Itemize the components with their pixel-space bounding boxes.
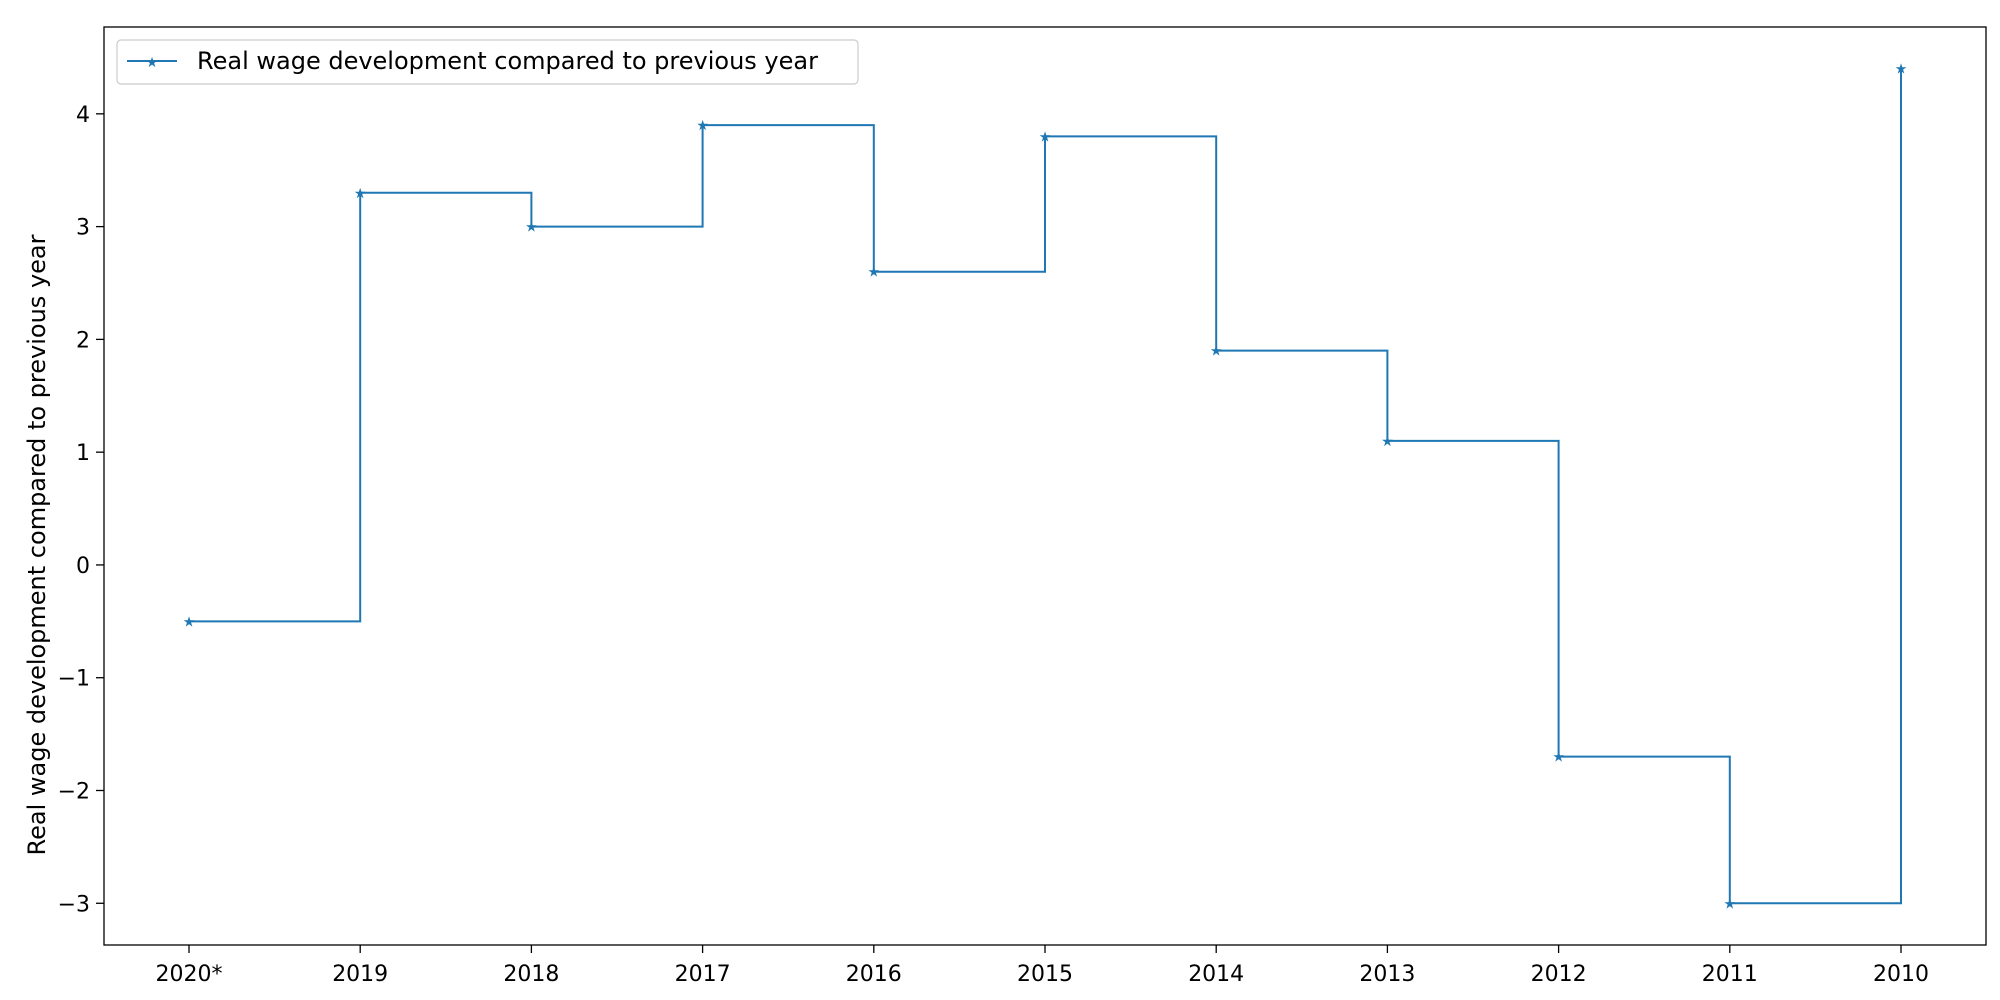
data-point-marker: ★: [1210, 345, 1223, 360]
data-point-marker: ★: [1552, 751, 1565, 766]
x-tick-label: 2011: [1702, 962, 1758, 987]
data-point-marker: ★: [183, 615, 196, 630]
x-tick-label: 2013: [1359, 962, 1415, 987]
x-tick-label: 2010: [1873, 962, 1929, 987]
data-point-marker: ★: [1039, 130, 1052, 145]
data-point-marker: ★: [1381, 435, 1394, 450]
y-tick-label: 2: [76, 328, 90, 353]
legend-label: Real wage development compared to previo…: [197, 47, 818, 75]
series-group: ★ ★ ★ ★ ★ ★ ★ ★ ★ ★ ★: [183, 63, 1908, 913]
legend-marker-sample: ★: [146, 56, 159, 71]
data-point-marker: ★: [868, 266, 881, 281]
y-tick-label: −3: [58, 892, 90, 917]
y-tick-label: 4: [76, 103, 90, 128]
y-tick-label: −2: [58, 779, 90, 804]
x-tick-label: 2012: [1531, 962, 1587, 987]
y-tick-label: 0: [76, 554, 90, 579]
x-axis-ticks: 2020* 2019 2018 2017 2016 2015 2014 2013 2012 201…: [156, 945, 1929, 987]
legend: ★ Real wage development compared to prev…: [116, 39, 859, 85]
x-tick-label: 2016: [846, 962, 902, 987]
y-tick-label: 1: [76, 441, 90, 466]
data-point-marker: ★: [354, 187, 367, 202]
y-axis-ticks: −3 −2 −1 0 1 2 3 4: [58, 103, 104, 917]
x-tick-label: 2020*: [156, 962, 223, 987]
data-point-marker: ★: [696, 119, 709, 134]
series-line: [189, 68, 1902, 905]
x-tick-label: 2015: [1017, 962, 1073, 987]
data-point-marker: ★: [1895, 63, 1908, 78]
x-tick-label: 2017: [675, 962, 731, 987]
x-tick-label: 2014: [1188, 962, 1244, 987]
data-point-marker: ★: [1724, 897, 1737, 912]
x-tick-label: 2018: [503, 962, 559, 987]
data-point-marker: ★: [525, 221, 538, 236]
legend-box: [116, 39, 859, 85]
plot-frame: [103, 26, 1987, 946]
y-tick-label: 3: [76, 216, 90, 241]
x-tick-label: 2019: [332, 962, 388, 987]
y-axis-label: Real wage development compared to previo…: [23, 234, 51, 855]
y-tick-label: −1: [58, 667, 90, 692]
